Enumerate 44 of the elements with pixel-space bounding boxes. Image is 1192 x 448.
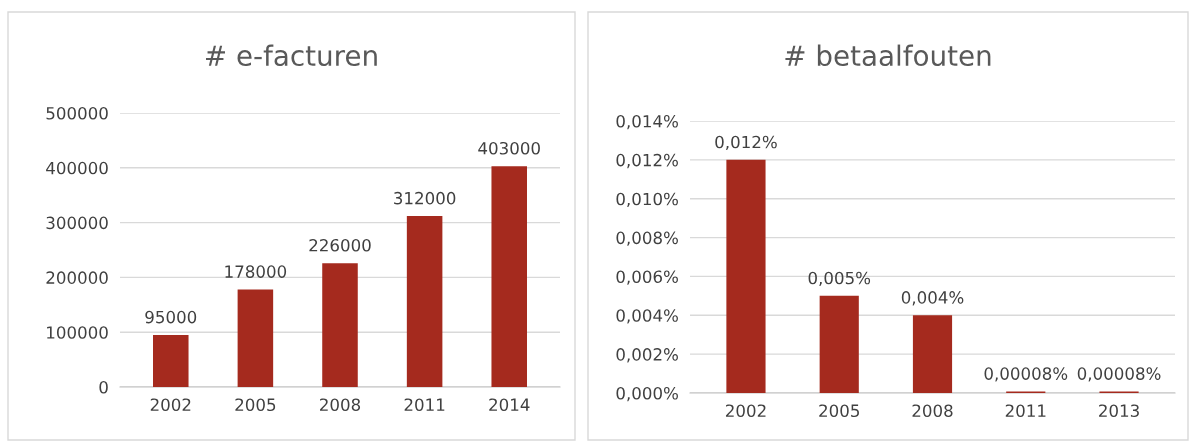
y-tick-label: 0,014% [616, 114, 678, 130]
y-tick-label: 200000 [46, 271, 108, 284]
x-tick-label: 2002 [150, 398, 191, 412]
data-label: 95000 [145, 310, 197, 324]
data-label: 0,004% [901, 291, 964, 306]
data-label: 226000 [309, 238, 371, 252]
y-tick-label: 0,012% [616, 153, 678, 169]
data-label: 0,012% [715, 135, 777, 150]
bar [237, 289, 274, 387]
y-tick-label: 0,006% [616, 270, 678, 285]
bar [819, 295, 859, 393]
y-tick-label: 0 [99, 380, 108, 394]
bar [912, 315, 953, 393]
y-tick-label: 0,002% [616, 348, 678, 363]
x-tick-label: 2002 [725, 404, 766, 418]
y-tick-label: 400000 [46, 161, 108, 175]
data-label: 312000 [394, 191, 456, 205]
y-tick-label: 0,000% [616, 386, 678, 402]
chart-title: # e-facturen [206, 44, 377, 67]
x-tick-label: 2014 [489, 398, 530, 412]
data-label: 0,00008% [1077, 367, 1161, 382]
y-tick-label: 300000 [46, 216, 108, 230]
bar [322, 263, 358, 387]
bar [153, 334, 189, 387]
x-tick-label: 2008 [320, 398, 361, 412]
bar [491, 166, 527, 387]
bar [726, 159, 766, 393]
y-tick-label: 0,010% [616, 192, 678, 207]
x-tick-label: 2005 [235, 398, 276, 412]
x-tick-label: 2011 [404, 398, 445, 412]
x-tick-label: 2013 [1099, 404, 1139, 418]
data-label: 403000 [478, 141, 540, 155]
data-label: 0,005% [808, 271, 871, 286]
y-tick-label: 0,008% [616, 231, 678, 246]
y-tick-label: 100000 [47, 326, 108, 339]
x-tick-label: 2008 [912, 404, 953, 418]
chart-title: # betaalfouten [785, 44, 991, 67]
y-tick-label: 500000 [46, 106, 108, 120]
x-tick-label: 2005 [819, 404, 859, 418]
data-label: 178000 [225, 265, 287, 278]
y-tick-label: 0,004% [616, 309, 678, 324]
x-tick-label: 2011 [1005, 404, 1046, 418]
data-label: 0,00008% [984, 367, 1068, 382]
bar [406, 216, 443, 387]
